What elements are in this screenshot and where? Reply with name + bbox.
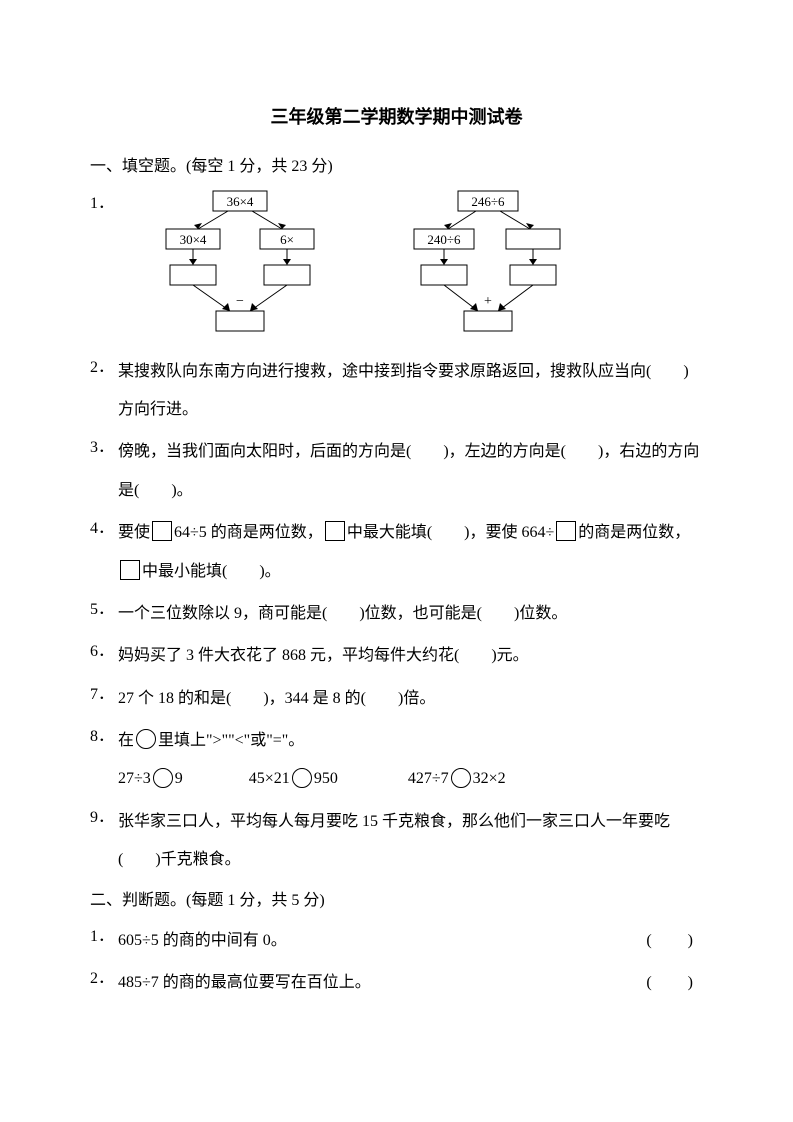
question-4: 4． 要使64÷5 的商是两位数，中最大能填( )，要使 664÷的商是两位数，…	[90, 514, 703, 591]
blank-circle	[136, 729, 156, 749]
svg-text:30×4: 30×4	[180, 232, 207, 247]
blank-box	[325, 521, 345, 541]
blank-box	[556, 521, 576, 541]
q3-text: 傍晚，当我们面向太阳时，后面的方向是( )，左边的方向是( )，右边的方向是( …	[118, 433, 703, 510]
judgement-paren: ( )	[646, 922, 703, 960]
blank-circle	[292, 768, 312, 788]
question-7: 7． 27 个 18 的和是( )，344 是 8 的( )倍。	[90, 680, 703, 718]
blank-box	[120, 560, 140, 580]
s2q2-num: 2．	[90, 964, 118, 1002]
svg-text:36×4: 36×4	[227, 194, 254, 209]
blank-box	[152, 521, 172, 541]
q6-num: 6．	[90, 637, 118, 675]
q1-num: 1．	[90, 189, 118, 349]
question-9: 9． 张华家三口人，平均每人每月要吃 15 千克粮食，那么他们一家三口人一年要吃…	[90, 803, 703, 880]
question-1: 1． 36×4 30×4 6×	[90, 189, 703, 349]
s2q2-text: 485÷7 的商的最高位要写在百位上。	[118, 964, 646, 1002]
svg-text:240÷6: 240÷6	[427, 232, 461, 247]
question-3: 3． 傍晚，当我们面向太阳时，后面的方向是( )，左边的方向是( )，右边的方向…	[90, 433, 703, 510]
judgement-paren: ( )	[646, 964, 703, 1002]
judgement-1: 1． 605÷5 的商的中间有 0。 ( )	[90, 922, 703, 960]
q8-text: 在里填上">""<"或"="。 27÷39 45×21950 427÷732×2	[118, 722, 703, 799]
q2-text: 某搜救队向东南方向进行搜救，途中接到指令要求原路返回，搜救队应当向( )方向行进…	[118, 353, 703, 430]
section1-heading: 一、填空题。(每空 1 分，共 23 分)	[90, 152, 703, 182]
q8-num: 8．	[90, 722, 118, 799]
blank-circle	[451, 768, 471, 788]
svg-text:+: +	[484, 294, 492, 309]
blank-circle	[153, 768, 173, 788]
question-5: 5． 一个三位数除以 9，商可能是( )位数，也可能是( )位数。	[90, 595, 703, 633]
svg-text:−: −	[236, 294, 244, 309]
svg-text:6×: 6×	[280, 232, 294, 247]
q9-text: 张华家三口人，平均每人每月要吃 15 千克粮食，那么他们一家三口人一年要吃( )…	[118, 803, 703, 880]
q3-num: 3．	[90, 433, 118, 510]
q6-text: 妈妈买了 3 件大衣花了 868 元，平均每件大约花( )元。	[118, 637, 703, 675]
q4-text: 要使64÷5 的商是两位数，中最大能填( )，要使 664÷的商是两位数，中最小…	[118, 514, 703, 591]
page-title: 三年级第二学期数学期中测试卷	[90, 100, 703, 134]
q9-num: 9．	[90, 803, 118, 880]
q5-text: 一个三位数除以 9，商可能是( )位数，也可能是( )位数。	[118, 595, 703, 633]
diagram-left: 36×4 30×4 6× −	[148, 189, 338, 339]
s2q1-num: 1．	[90, 922, 118, 960]
question-6: 6． 妈妈买了 3 件大衣花了 868 元，平均每件大约花( )元。	[90, 637, 703, 675]
section2-heading: 二、判断题。(每题 1 分，共 5 分)	[90, 886, 703, 916]
judgement-2: 2． 485÷7 的商的最高位要写在百位上。 ( )	[90, 964, 703, 1002]
q2-num: 2．	[90, 353, 118, 430]
question-8: 8． 在里填上">""<"或"="。 27÷39 45×21950 427÷73…	[90, 722, 703, 799]
q5-num: 5．	[90, 595, 118, 633]
q7-num: 7．	[90, 680, 118, 718]
diagram-right: 246÷6 240÷6 +	[398, 189, 588, 339]
svg-text:246÷6: 246÷6	[471, 194, 505, 209]
s2q1-text: 605÷5 的商的中间有 0。	[118, 922, 646, 960]
q4-num: 4．	[90, 514, 118, 591]
question-2: 2． 某搜救队向东南方向进行搜救，途中接到指令要求原路返回，搜救队应当向( )方…	[90, 353, 703, 430]
q7-text: 27 个 18 的和是( )，344 是 8 的( )倍。	[118, 680, 703, 718]
